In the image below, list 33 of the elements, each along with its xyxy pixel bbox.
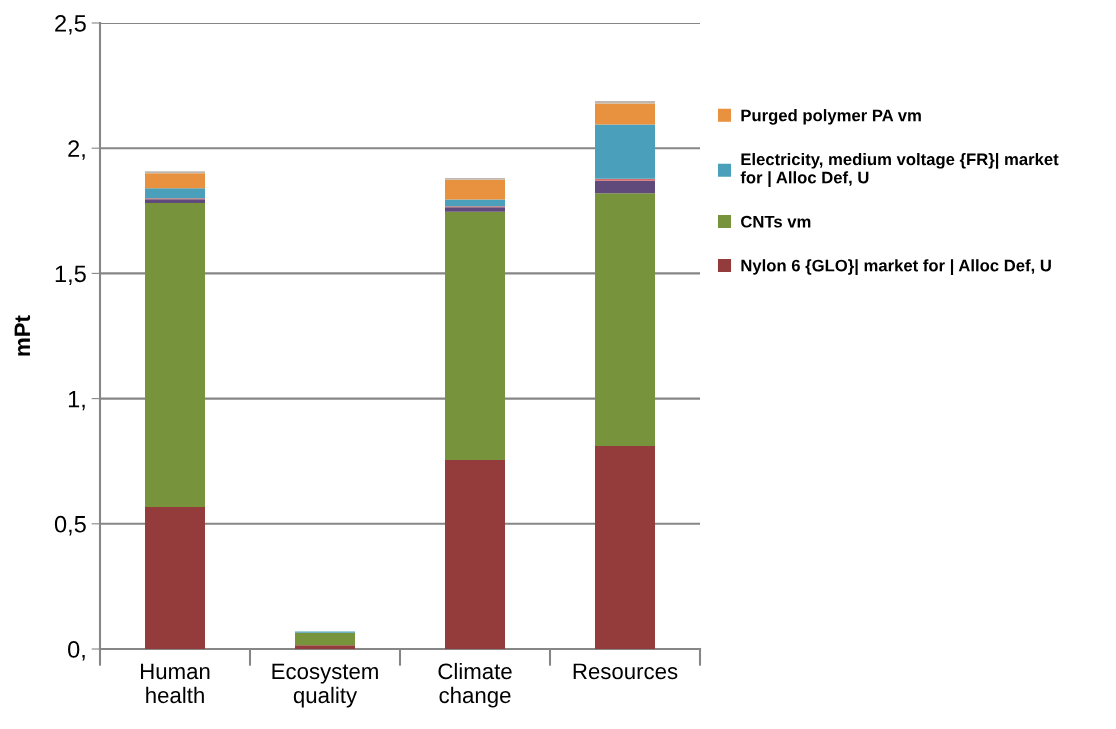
bar	[595, 445, 655, 649]
y-tick-label: 1,5	[55, 265, 86, 285]
bar	[595, 124, 655, 179]
legend-label: Electricity, medium voltage {FR}| market for | Alloc Def, U	[740, 153, 1059, 187]
legend-label: CNTs vm	[741, 215, 811, 228]
x-tick-label: Climate change	[438, 662, 512, 708]
bar	[595, 180, 655, 194]
bar	[145, 173, 205, 189]
y-axis-title: mPt	[14, 315, 31, 356]
y-tick-label: 2,	[68, 140, 85, 160]
bar	[145, 199, 205, 204]
bar	[295, 645, 355, 649]
x-tick-label: Resources	[573, 663, 678, 680]
bar	[145, 188, 205, 199]
bar	[595, 178, 655, 181]
y-tick-label: 0,5	[54, 515, 86, 536]
bar	[445, 207, 505, 212]
bar	[145, 171, 205, 174]
bar	[445, 179, 505, 200]
y-tick-label: 1,	[68, 390, 85, 411]
y-tick-label: 0,	[68, 641, 85, 661]
bar	[595, 103, 655, 125]
bar	[445, 211, 505, 460]
x-tick-label: Human health	[141, 663, 210, 704]
bar	[295, 632, 355, 646]
y-tick-label: 2,5	[55, 15, 86, 35]
legend-label: Purged polymer PA vm	[741, 109, 921, 125]
x-tick-label: Ecosystem quality	[272, 663, 378, 708]
bar	[595, 193, 655, 446]
legend-label: Nylon 6 {GLO}| market for | Alloc Def, U	[741, 259, 1051, 275]
bar	[145, 203, 205, 508]
bar	[445, 459, 505, 649]
bar	[145, 507, 205, 649]
